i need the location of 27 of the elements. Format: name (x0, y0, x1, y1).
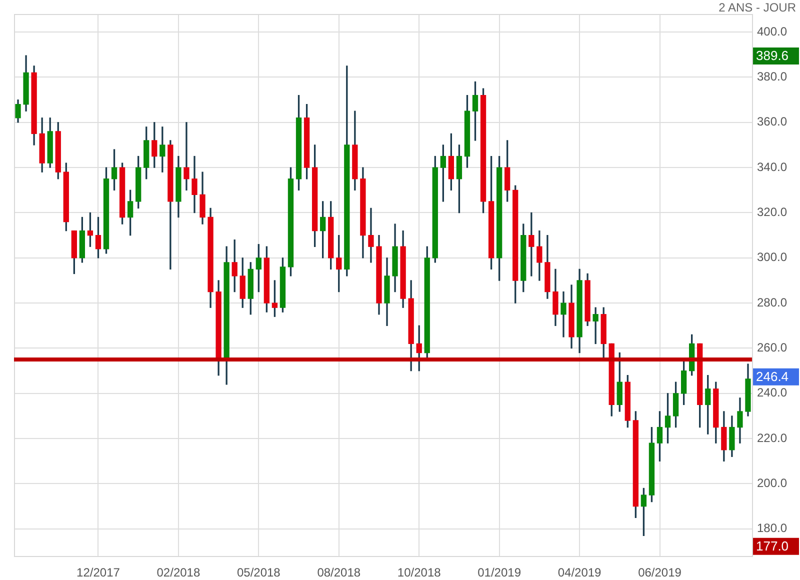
y-tick-label: 300.0 (757, 250, 788, 264)
y-tick-label: 240.0 (757, 386, 788, 400)
chart-subtitle: 2 ANS - JOUR (718, 0, 796, 14)
y-tick-label: 260.0 (757, 340, 788, 355)
y-tick-label: 360.0 (757, 114, 788, 129)
candlestick (368, 208, 374, 263)
y-tick-label: 200.0 (757, 476, 788, 490)
x-tick-label: 08/2018 (317, 566, 361, 580)
x-tick-label: 02/2018 (156, 566, 200, 580)
x-tick-label: 12/2017 (76, 566, 120, 580)
text: 389.6 (756, 48, 789, 64)
y-tick-label: 340.0 (757, 160, 788, 174)
x-tick-label: 06/2019 (638, 566, 682, 580)
y-tick-label: 380.0 (757, 70, 788, 84)
y-tick-label: 220.0 (757, 430, 788, 445)
y-tick-label: 280.0 (757, 295, 788, 310)
candlestick (184, 122, 190, 190)
y-tick-label: 180.0 (757, 521, 788, 536)
x-tick-label: 10/2018 (397, 566, 442, 580)
x-tick-label: 01/2019 (478, 566, 522, 580)
text: 246.4 (756, 368, 789, 384)
x-tick-label: 05/2018 (236, 566, 281, 580)
y-tick-label: 400.0 (757, 24, 788, 38)
candlestick (592, 307, 598, 344)
y-tick-label: 320.0 (757, 205, 788, 220)
text: 177.0 (756, 538, 789, 554)
x-tick-label: 04/2019 (558, 566, 602, 580)
